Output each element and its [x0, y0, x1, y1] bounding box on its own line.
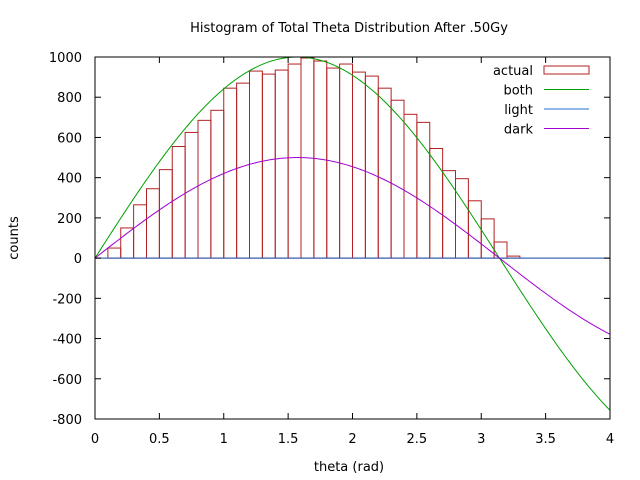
x-tick-label: 2 — [348, 432, 356, 447]
histogram-bar — [429, 148, 444, 259]
curve-dark — [94, 157, 611, 335]
y-axis-label: counts — [7, 216, 22, 260]
histogram-bar — [236, 82, 250, 259]
histogram-bar — [107, 247, 122, 259]
legend-label-dark: dark — [504, 123, 534, 138]
histogram-bar — [339, 63, 353, 259]
histogram-bar — [146, 188, 160, 259]
legend-label-actual: actual — [493, 64, 533, 79]
y-tick-label: 400 — [57, 172, 82, 187]
histogram-bar — [326, 67, 341, 259]
histogram-bar — [442, 170, 456, 259]
x-tick-label: 3 — [477, 432, 485, 447]
histogram-bar — [184, 131, 199, 259]
histogram-bar — [249, 70, 263, 259]
x-tick-label: 3.5 — [535, 432, 556, 447]
y-tick-label: -600 — [52, 373, 82, 388]
histogram-bar — [455, 178, 469, 259]
curves — [94, 56, 611, 411]
histogram-bar — [133, 204, 147, 259]
histogram-bar — [197, 119, 212, 259]
histogram-bar — [210, 109, 225, 259]
y-tick-label: 800 — [57, 91, 82, 106]
histogram-bar — [352, 71, 366, 259]
y-tick-label: 200 — [57, 212, 82, 227]
y-tick-label: -800 — [52, 413, 82, 428]
y-tick-label: 1000 — [49, 51, 82, 66]
ticks — [94, 56, 611, 420]
y-tick-labels: -800 -600 -400 -200 0 200 400 600 800 1000 — [49, 51, 82, 428]
histogram-bar — [377, 87, 392, 259]
histogram-bar — [390, 99, 405, 259]
y-tick-label: 0 — [74, 252, 82, 267]
histogram-bar — [171, 145, 186, 259]
legend-label-light: light — [504, 103, 533, 118]
histogram-bar — [120, 227, 135, 259]
x-tick-label: 0.5 — [149, 432, 170, 447]
x-tick-label: 2.5 — [407, 432, 428, 447]
y-tick-label: -400 — [52, 333, 82, 348]
x-tick-label: 1 — [220, 432, 228, 447]
chart-title: Histogram of Total Theta Distribution Af… — [190, 21, 508, 36]
legend-label-both: both — [503, 84, 533, 99]
y-tick-label: 600 — [57, 131, 82, 146]
x-tick-labels: 0 0.5 1 1.5 2 2.5 3 3.5 4 — [91, 432, 614, 447]
x-tick-label: 0 — [91, 432, 99, 447]
histogram-bar — [158, 169, 173, 259]
histogram-bar — [416, 121, 431, 259]
histogram-bar — [274, 69, 289, 259]
legend: actual both light dark — [493, 64, 590, 138]
histogram-bar — [364, 75, 379, 259]
legend-swatch-actual — [543, 65, 590, 75]
curve-both — [94, 56, 611, 411]
x-tick-label: 1.5 — [278, 432, 299, 447]
histogram-bar — [261, 73, 276, 259]
x-tick-label: 4 — [606, 432, 614, 447]
x-axis-label: theta (rad) — [314, 460, 384, 475]
histogram-bar — [287, 63, 302, 259]
y-tick-label: -200 — [52, 292, 82, 307]
histogram-bar — [467, 200, 482, 259]
